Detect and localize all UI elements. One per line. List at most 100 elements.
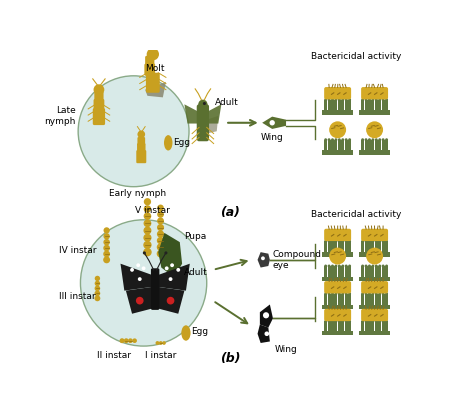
Circle shape (78, 76, 189, 186)
Polygon shape (365, 321, 367, 331)
Circle shape (324, 292, 327, 295)
Polygon shape (335, 100, 337, 110)
Polygon shape (338, 100, 341, 110)
Circle shape (372, 240, 374, 243)
Circle shape (368, 265, 371, 268)
Circle shape (157, 231, 164, 238)
Circle shape (361, 292, 364, 295)
Polygon shape (365, 241, 367, 252)
Text: Egg: Egg (173, 138, 191, 147)
Text: Adult: Adult (184, 268, 208, 278)
Circle shape (144, 226, 151, 234)
Circle shape (328, 98, 330, 101)
FancyBboxPatch shape (151, 268, 159, 310)
FancyBboxPatch shape (361, 229, 388, 241)
Circle shape (263, 312, 269, 318)
Circle shape (144, 198, 151, 205)
Circle shape (372, 292, 374, 295)
Polygon shape (348, 140, 351, 150)
Circle shape (335, 292, 337, 295)
Polygon shape (365, 266, 367, 277)
Circle shape (335, 138, 337, 141)
Polygon shape (365, 140, 367, 150)
Polygon shape (157, 287, 184, 314)
FancyBboxPatch shape (137, 150, 146, 163)
Circle shape (324, 138, 327, 141)
Circle shape (143, 251, 146, 255)
Circle shape (167, 297, 174, 304)
Circle shape (93, 84, 104, 95)
Polygon shape (378, 241, 381, 252)
Polygon shape (338, 266, 341, 277)
Polygon shape (322, 252, 353, 257)
Polygon shape (335, 294, 337, 304)
Polygon shape (359, 304, 390, 309)
Circle shape (378, 138, 381, 141)
Text: Compound
eye: Compound eye (273, 250, 322, 270)
Polygon shape (359, 150, 390, 155)
FancyBboxPatch shape (94, 91, 103, 102)
Circle shape (335, 98, 337, 101)
Text: Wing: Wing (261, 133, 283, 142)
Text: V instar: V instar (136, 206, 170, 215)
Polygon shape (348, 266, 351, 277)
Circle shape (103, 233, 110, 239)
Ellipse shape (182, 325, 191, 341)
Polygon shape (341, 266, 344, 277)
Ellipse shape (164, 135, 173, 150)
Polygon shape (331, 294, 334, 304)
Circle shape (329, 121, 346, 138)
Circle shape (103, 227, 110, 234)
Polygon shape (328, 294, 330, 304)
FancyBboxPatch shape (137, 143, 146, 152)
Circle shape (130, 268, 134, 272)
Circle shape (155, 341, 159, 345)
Polygon shape (335, 140, 337, 150)
Circle shape (368, 292, 371, 295)
Circle shape (375, 265, 378, 268)
Circle shape (365, 240, 367, 243)
Polygon shape (324, 266, 327, 277)
Circle shape (261, 256, 265, 260)
Circle shape (157, 211, 164, 218)
Circle shape (128, 339, 133, 343)
Circle shape (94, 291, 100, 296)
Circle shape (348, 292, 351, 295)
Polygon shape (378, 140, 381, 150)
Circle shape (165, 266, 169, 270)
Circle shape (132, 339, 137, 343)
Polygon shape (341, 140, 344, 150)
Circle shape (146, 48, 159, 60)
Text: Wing: Wing (274, 344, 297, 354)
FancyBboxPatch shape (197, 104, 209, 141)
Polygon shape (345, 321, 347, 331)
Polygon shape (335, 266, 337, 277)
Circle shape (348, 138, 351, 141)
Circle shape (328, 292, 330, 295)
Circle shape (345, 292, 347, 295)
Circle shape (95, 286, 100, 291)
Circle shape (375, 292, 378, 295)
Polygon shape (368, 140, 371, 150)
Circle shape (348, 240, 351, 243)
Polygon shape (359, 252, 390, 257)
Circle shape (368, 240, 371, 243)
Circle shape (144, 213, 151, 220)
Polygon shape (345, 241, 347, 252)
Circle shape (348, 265, 351, 268)
Circle shape (328, 265, 330, 268)
Polygon shape (382, 321, 384, 331)
Circle shape (378, 240, 381, 243)
Circle shape (157, 218, 164, 224)
Polygon shape (341, 321, 344, 331)
Circle shape (378, 98, 381, 101)
Circle shape (338, 138, 341, 141)
Circle shape (382, 320, 384, 323)
Polygon shape (322, 331, 353, 335)
Polygon shape (322, 110, 353, 115)
Text: IV instar: IV instar (59, 246, 96, 255)
Circle shape (324, 265, 327, 268)
FancyBboxPatch shape (93, 108, 105, 125)
Circle shape (264, 331, 269, 336)
Polygon shape (375, 266, 378, 277)
